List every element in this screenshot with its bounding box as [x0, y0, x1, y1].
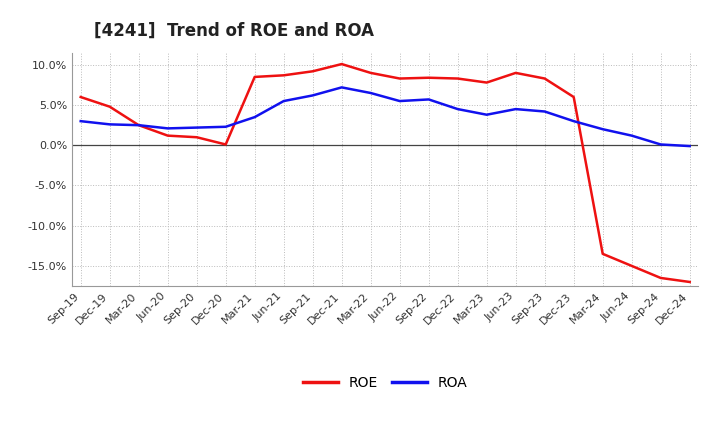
ROA [76, 118, 85, 124]
ROA [308, 93, 317, 98]
ROA [105, 122, 114, 127]
ROA [163, 126, 172, 131]
ROA [685, 143, 694, 149]
ROA [657, 142, 665, 147]
ROE [598, 251, 607, 257]
ROE [76, 95, 85, 100]
ROE [570, 95, 578, 100]
ROA [541, 109, 549, 114]
ROE [627, 263, 636, 268]
ROA [570, 118, 578, 124]
ROE [279, 73, 288, 78]
ROA [221, 124, 230, 129]
ROE [541, 76, 549, 81]
ROA [366, 90, 375, 95]
ROE [251, 74, 259, 80]
ROA [598, 127, 607, 132]
ROE [685, 279, 694, 285]
ROE [163, 133, 172, 138]
ROE [308, 69, 317, 74]
Text: [4241]  Trend of ROE and ROA: [4241] Trend of ROE and ROA [94, 22, 374, 40]
ROE [657, 275, 665, 281]
ROA [338, 85, 346, 90]
ROE [454, 76, 462, 81]
ROA [511, 106, 520, 112]
ROE [366, 70, 375, 76]
ROE [338, 62, 346, 67]
ROA [279, 99, 288, 104]
Line: ROE: ROE [81, 64, 690, 282]
ROA [192, 125, 201, 130]
Legend: ROE, ROA: ROE, ROA [297, 370, 473, 396]
ROE [105, 104, 114, 109]
ROA [395, 99, 404, 104]
ROA [135, 122, 143, 128]
ROE [511, 70, 520, 76]
ROA [482, 112, 491, 117]
ROA [627, 133, 636, 138]
ROA [424, 97, 433, 102]
ROE [395, 76, 404, 81]
ROE [221, 142, 230, 147]
ROA [251, 114, 259, 120]
ROE [482, 80, 491, 85]
ROA [454, 106, 462, 112]
ROE [424, 75, 433, 81]
ROE [135, 122, 143, 128]
ROE [192, 135, 201, 140]
Line: ROA: ROA [81, 88, 690, 146]
